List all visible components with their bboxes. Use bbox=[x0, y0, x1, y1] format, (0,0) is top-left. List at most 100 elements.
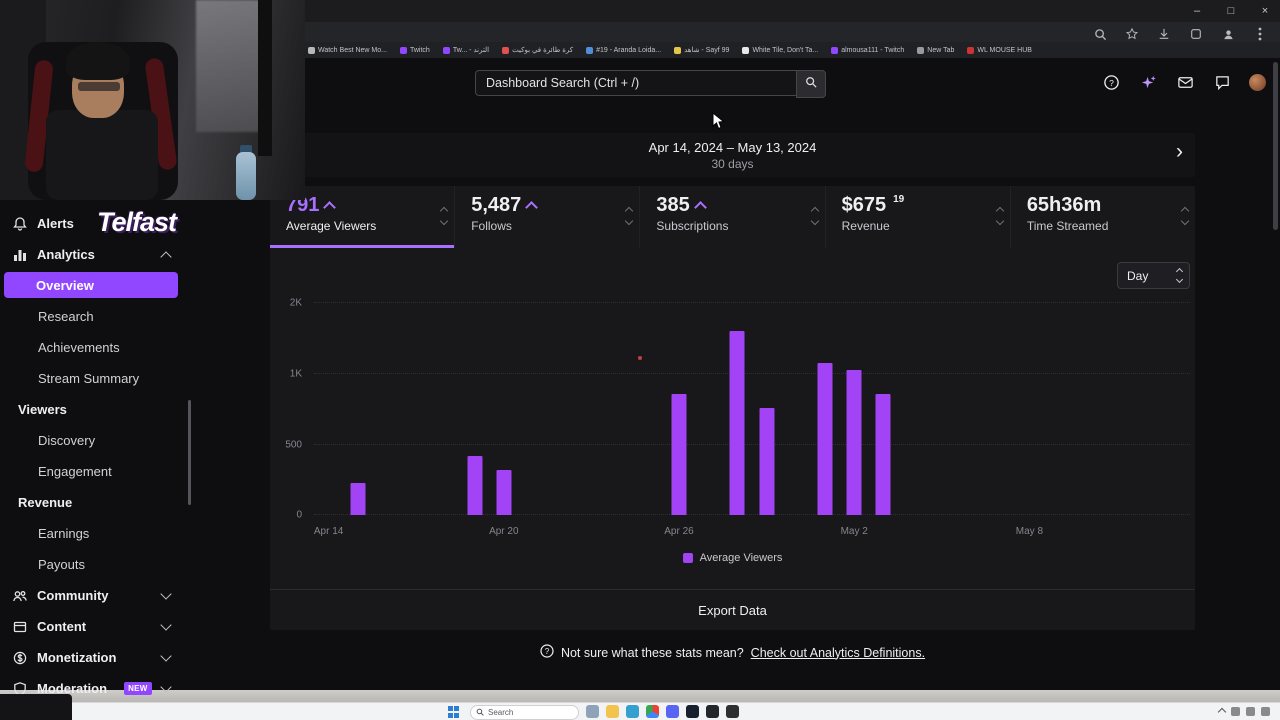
bar-apr-19[interactable] bbox=[467, 456, 483, 515]
bookmark-favicon bbox=[442, 46, 450, 54]
sidebar-item-label: Stream Summary bbox=[38, 371, 140, 386]
avatar[interactable] bbox=[1249, 73, 1266, 91]
browser-menu-icon[interactable] bbox=[1250, 24, 1270, 44]
download-icon[interactable] bbox=[1154, 24, 1174, 44]
y-axis-label: 0 bbox=[296, 509, 302, 521]
sidebar-item-alerts[interactable]: Alerts bbox=[0, 208, 192, 239]
task-view-icon[interactable] bbox=[586, 705, 599, 718]
search-input[interactable] bbox=[475, 70, 796, 96]
bookmark[interactable]: كرة طائرة في بوكيت bbox=[502, 46, 573, 54]
stat-follows[interactable]: 5,487 Follows bbox=[455, 186, 641, 248]
sidebar-item-research[interactable]: Research bbox=[0, 301, 192, 332]
sidebar-item-earnings[interactable]: Earnings bbox=[0, 518, 192, 549]
steam-icon[interactable] bbox=[686, 705, 699, 718]
sidebar-item-stream-summary[interactable]: Stream Summary bbox=[0, 363, 192, 394]
bookmark[interactable]: شاهد - Sayf 99 bbox=[674, 46, 729, 54]
sidebar-item-achievements[interactable]: Achievements bbox=[0, 332, 192, 363]
window-maximize-button[interactable]: □ bbox=[1227, 5, 1235, 17]
bookmark-label: شاهد - Sayf 99 bbox=[684, 47, 730, 54]
volume-icon[interactable] bbox=[1246, 707, 1255, 716]
extensions-icon[interactable] bbox=[1186, 24, 1206, 44]
wifi-icon[interactable] bbox=[1231, 707, 1240, 716]
gridline-2K bbox=[314, 302, 1190, 303]
bookmark-label: Tw... - الترند bbox=[452, 47, 490, 54]
analytics-definitions-link[interactable]: Check out Analytics Definitions. bbox=[750, 645, 926, 660]
obs-icon[interactable] bbox=[706, 705, 719, 718]
bookmark[interactable]: Tw... - الترند bbox=[442, 46, 490, 54]
stat-expand-toggle[interactable] bbox=[995, 206, 1005, 226]
bookmark-label: Twitch bbox=[409, 46, 430, 54]
chat-icon[interactable] bbox=[1212, 72, 1232, 92]
bar-may-2[interactable] bbox=[846, 370, 862, 515]
bar-chart: 0 500 1K 2K Apr 14 Apr 20 Apr 26 May 2 May 8 bbox=[285, 298, 1190, 537]
bookmark-star-icon[interactable] bbox=[1122, 24, 1142, 44]
sidebar-item-analytics[interactable]: Analytics bbox=[0, 239, 192, 270]
bookmark[interactable]: Twitch bbox=[399, 46, 430, 54]
start-button[interactable] bbox=[448, 706, 460, 718]
stat-expand-toggle[interactable] bbox=[1180, 206, 1190, 226]
bar-may-1[interactable] bbox=[817, 363, 833, 515]
dollar-icon bbox=[12, 650, 28, 666]
bookmark[interactable]: WL MOUSE HUB bbox=[967, 46, 1032, 54]
browser-profile-icon[interactable] bbox=[1218, 24, 1238, 44]
sidebar-item-overview[interactable]: Overview bbox=[0, 270, 192, 301]
sidebar-item-viewers[interactable]: Viewers bbox=[0, 394, 192, 425]
sidebar-item-monetization[interactable]: Monetization bbox=[0, 642, 192, 673]
window-minimize-button[interactable]: – bbox=[1193, 5, 1201, 17]
stat-expand-toggle[interactable] bbox=[810, 206, 819, 226]
file-explorer-icon[interactable] bbox=[606, 705, 619, 718]
sidebar-item-engagement[interactable]: Engagement bbox=[0, 456, 192, 487]
stat-subscriptions[interactable]: 385 Subscriptions bbox=[640, 186, 826, 248]
bar-apr-28[interactable] bbox=[729, 331, 745, 515]
help-icon[interactable]: ? bbox=[1101, 72, 1121, 92]
sidebar-scrollbar[interactable] bbox=[188, 400, 191, 505]
taskbar-search[interactable]: Search bbox=[470, 705, 579, 720]
bookmark-favicon bbox=[831, 46, 839, 54]
date-next-button[interactable]: › bbox=[1176, 140, 1183, 163]
bookmark[interactable]: #19 - Aranda Loida... bbox=[586, 46, 661, 54]
window-close-button[interactable]: × bbox=[1261, 5, 1269, 17]
sidebar-item-content[interactable]: Content bbox=[0, 611, 192, 642]
bookmark[interactable]: Watch Best New Mo... bbox=[308, 46, 387, 54]
bar-apr-15[interactable] bbox=[350, 482, 366, 515]
search-button[interactable] bbox=[796, 70, 826, 98]
epic-icon[interactable] bbox=[726, 705, 739, 718]
tray-expand-icon[interactable] bbox=[1217, 707, 1227, 716]
sparkle-icon[interactable] bbox=[1138, 72, 1158, 92]
chart-legend: Average Viewers bbox=[270, 552, 1195, 564]
chart-icon bbox=[12, 247, 28, 263]
page-scrollbar[interactable] bbox=[1273, 62, 1278, 230]
stat-number: 791 bbox=[286, 194, 320, 216]
edge-icon[interactable] bbox=[626, 705, 639, 718]
bar-apr-26[interactable] bbox=[671, 393, 687, 515]
chrome-icon[interactable] bbox=[646, 705, 659, 718]
sidebar-item-label: Achievements bbox=[38, 340, 120, 355]
stat-average-viewers[interactable]: 791 Average Viewers bbox=[270, 186, 456, 248]
bar-apr-29[interactable] bbox=[759, 408, 775, 515]
mail-icon[interactable] bbox=[1175, 72, 1195, 92]
webcam-doorframe bbox=[258, 0, 272, 156]
stat-time-streamed[interactable]: 65h36m Time Streamed bbox=[1011, 186, 1195, 248]
stat-label: Subscriptions bbox=[656, 219, 729, 233]
stat-revenue[interactable]: $675 19 Revenue bbox=[826, 186, 1011, 248]
stat-expand-toggle[interactable] bbox=[625, 206, 634, 226]
bar-apr-20[interactable] bbox=[496, 470, 512, 515]
zoom-in-icon[interactable] bbox=[1090, 24, 1110, 44]
sidebar-item-payouts[interactable]: Payouts bbox=[0, 549, 192, 580]
granularity-dropdown[interactable]: Day bbox=[1117, 262, 1190, 289]
bar-may-3[interactable] bbox=[875, 393, 891, 515]
taskbar-search-label: Search bbox=[488, 708, 514, 717]
discord-icon[interactable] bbox=[666, 705, 679, 718]
bookmark-label: almousa111 - Twitch bbox=[841, 46, 905, 54]
export-data-button[interactable]: Export Data bbox=[270, 589, 1195, 630]
bookmark[interactable]: New Tab bbox=[917, 46, 954, 54]
sidebar-item-discovery[interactable]: Discovery bbox=[0, 425, 192, 456]
bookmark[interactable]: almousa111 - Twitch bbox=[831, 46, 905, 54]
battery-icon[interactable] bbox=[1261, 707, 1270, 716]
stat-expand-toggle[interactable] bbox=[439, 206, 449, 226]
bookmark[interactable]: White Tile, Don't Ta... bbox=[742, 46, 818, 54]
webcam-window-light bbox=[196, 0, 260, 132]
sidebar-item-community[interactable]: Community bbox=[0, 580, 192, 611]
sidebar-item-revenue[interactable]: Revenue bbox=[0, 487, 192, 518]
sidebar-item-moderation[interactable]: Moderation NEW bbox=[0, 673, 192, 704]
